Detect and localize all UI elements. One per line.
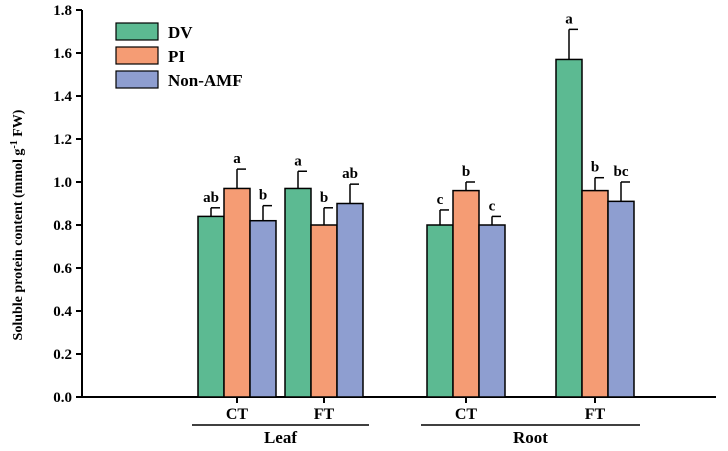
- significance-label: c: [489, 198, 496, 214]
- bar-pi: [310, 224, 338, 398]
- y-tick-label: 0.2: [53, 347, 72, 363]
- significance-label: bc: [614, 164, 629, 180]
- y-tick-label: 0.6: [53, 261, 72, 277]
- bar-pi: [223, 187, 251, 398]
- significance-label: b: [591, 160, 599, 176]
- plot-area: 0.00.20.40.60.81.01.21.41.61.8ababCTabab…: [53, 3, 716, 447]
- significance-label: a: [294, 153, 302, 169]
- significance-label: ab: [342, 166, 358, 182]
- x-category-label: FT: [314, 406, 335, 423]
- bar-dv: [555, 58, 583, 398]
- significance-label: c: [437, 192, 444, 208]
- y-axis-label-main: Soluble protein content (mmol g: [11, 149, 26, 341]
- bar-non-amf: [336, 202, 364, 398]
- x-category-label: FT: [585, 406, 606, 423]
- significance-label: a: [233, 151, 241, 167]
- y-tick-label: 1.8: [53, 3, 72, 19]
- legend-swatch-non-amf: [115, 70, 159, 89]
- bar-dv: [197, 215, 225, 398]
- legend-label: Non-AMF: [168, 71, 243, 90]
- bar-non-amf: [607, 200, 635, 398]
- significance-label: ab: [203, 190, 219, 206]
- group-label: Root: [513, 428, 548, 447]
- bar-dv: [426, 224, 454, 398]
- y-tick-label: 0.4: [53, 304, 72, 320]
- y-tick-label: 1.6: [53, 46, 72, 62]
- bar-non-amf: [478, 224, 506, 398]
- y-axis-label-superscript: -1: [9, 140, 20, 148]
- bar-pi: [581, 189, 609, 398]
- legend-swatch-pi: [115, 46, 159, 65]
- svg-text:Soluble protein content (mmol: Soluble protein content (mmol g-1 FW): [9, 109, 26, 340]
- y-tick-label: 1.2: [53, 132, 72, 148]
- group-label: Leaf: [264, 428, 297, 447]
- y-tick-label: 0.0: [53, 390, 72, 406]
- legend-label: DV: [168, 23, 193, 42]
- legend-swatch-dv: [115, 22, 159, 41]
- significance-label: a: [565, 11, 573, 27]
- bar-non-amf: [249, 219, 277, 398]
- significance-label: b: [462, 164, 470, 180]
- y-tick-label: 1.0: [53, 175, 72, 191]
- bar-pi: [452, 189, 480, 398]
- significance-label: b: [259, 188, 267, 204]
- y-tick-label: 1.4: [53, 89, 72, 105]
- x-category-label: CT: [455, 406, 478, 423]
- bar-dv: [284, 187, 312, 398]
- x-category-label: CT: [226, 406, 249, 423]
- y-axis-label-end: FW): [11, 109, 26, 140]
- y-axis-label: Soluble protein content (mmol g-1 FW): [9, 109, 26, 340]
- significance-label: b: [320, 190, 328, 206]
- y-tick-label: 0.8: [53, 218, 72, 234]
- legend-label: PI: [168, 47, 185, 66]
